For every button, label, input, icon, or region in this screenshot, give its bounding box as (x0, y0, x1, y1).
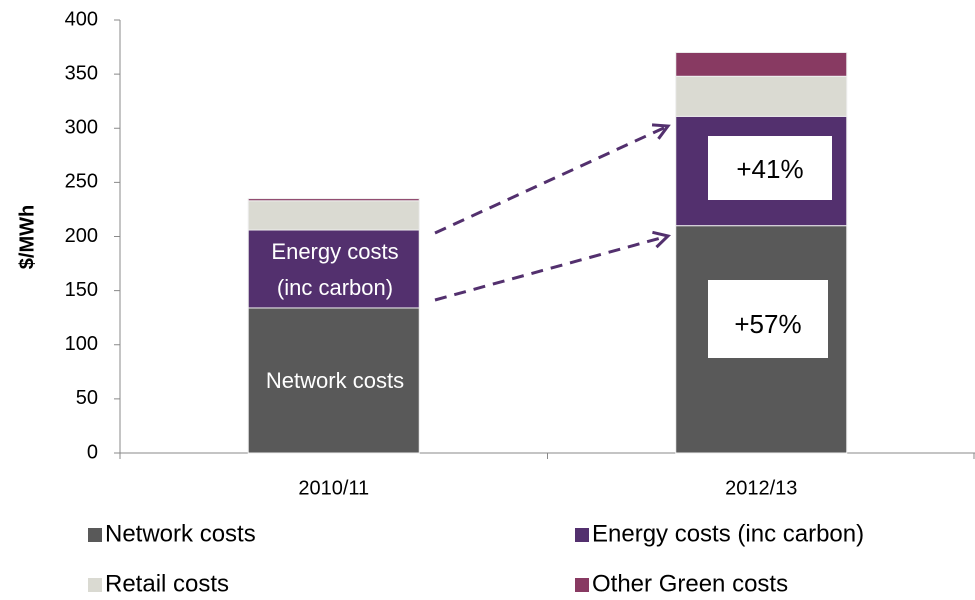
bar-segment (247, 198, 420, 202)
annotation: +41% (736, 154, 803, 184)
annotation-box (708, 280, 828, 358)
legend-label: Energy costs (inc carbon) (592, 520, 864, 547)
legend-swatch (575, 528, 589, 542)
y-tick-label: 400 (65, 8, 98, 30)
annotation: +57% (734, 309, 801, 339)
arrow (434, 124, 669, 235)
bar-segment (247, 229, 420, 309)
legend-label: Other Green costs (592, 570, 788, 597)
y-tick-label: 350 (65, 62, 98, 84)
y-tick-label: 100 (65, 333, 98, 355)
y-tick-label: 200 (65, 225, 98, 247)
bar-segment (675, 75, 848, 117)
y-axis-label: $/MWh (16, 205, 38, 269)
legend-label: Retail costs (105, 570, 229, 597)
annotation-box (708, 136, 832, 200)
arrow-head (652, 230, 672, 249)
y-tick-label: 250 (65, 171, 98, 193)
bar-segment (675, 51, 848, 77)
y-tick-label: 300 (65, 117, 98, 139)
annotation: (inc carbon) (277, 275, 393, 300)
legend-swatch (88, 528, 102, 542)
x-tick-label: 2010/11 (298, 477, 369, 499)
y-tick-label: 150 (65, 279, 98, 301)
legend-swatch (88, 578, 102, 592)
annotation: Energy costs (271, 239, 398, 264)
x-tick-label: 2012/13 (725, 477, 797, 499)
arrow (434, 234, 669, 302)
bar-segment (247, 200, 420, 231)
bar-segment (247, 307, 420, 454)
annotation: Network costs (266, 368, 404, 393)
legend-swatch (575, 578, 589, 592)
y-tick-label: 0 (87, 441, 98, 463)
arrow-head (651, 123, 671, 140)
y-tick-label: 50 (76, 387, 98, 409)
legend-label: Network costs (105, 520, 256, 547)
